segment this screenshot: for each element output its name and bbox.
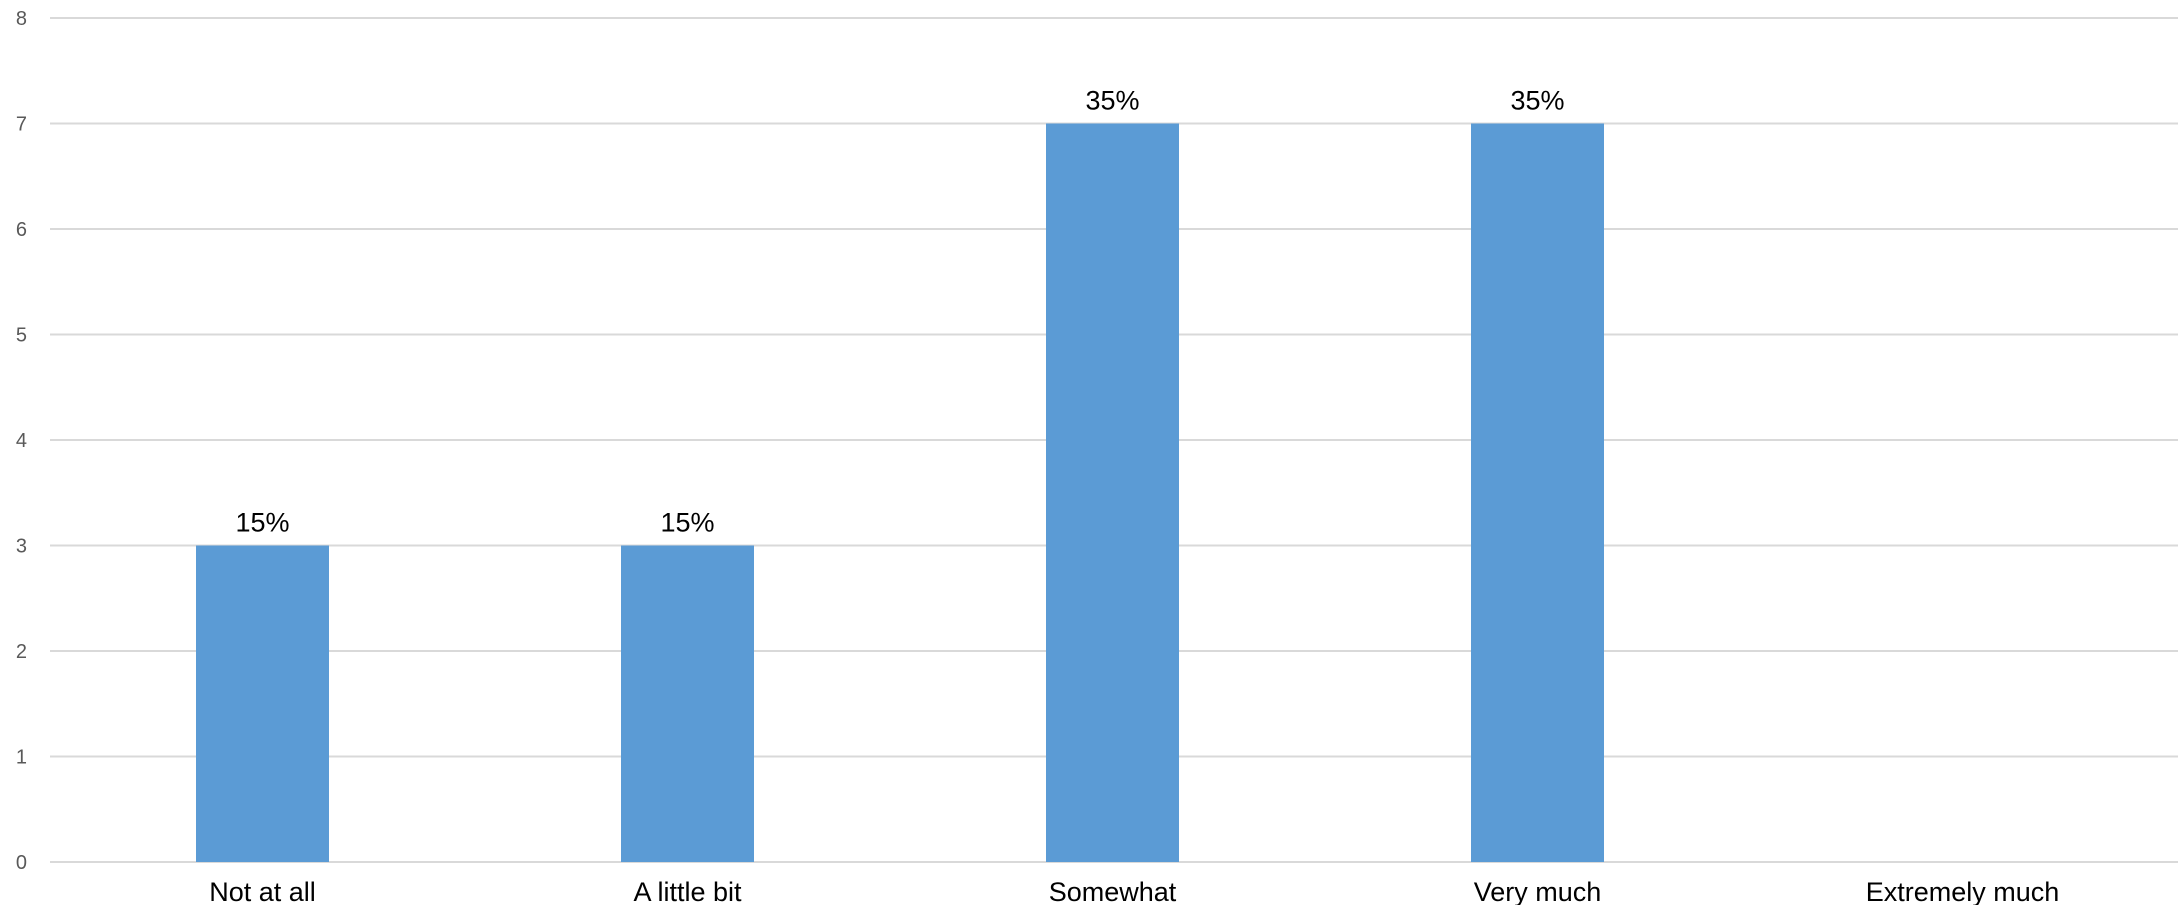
y-tick-label-0: 0 [16, 852, 27, 874]
x-axis-ticks: Not at all A little bit Somewhat Very much E… [209, 877, 2060, 907]
data-label-1: 15% [660, 508, 714, 538]
y-tick-label-8: 8 [16, 8, 27, 30]
y-tick-label-4: 4 [16, 430, 27, 452]
data-label-3: 35% [1510, 86, 1564, 116]
x-tick-label-4: Extremely much [1866, 877, 2060, 905]
y-tick-label-5: 5 [16, 325, 27, 347]
x-tick-label-1: A little bit [633, 877, 742, 905]
y-tick-label-1: 1 [16, 747, 27, 769]
bar-0 [196, 545, 329, 862]
x-tick-label-0: Not at all [209, 877, 316, 905]
data-label-0: 15% [235, 508, 289, 538]
x-tick-label-3: Very much [1474, 877, 1602, 905]
y-tick-label-3: 3 [16, 536, 27, 558]
bar-3 [1471, 123, 1604, 862]
bar-1 [621, 545, 754, 862]
y-axis-ticks: 0 1 2 3 4 5 6 7 8 [16, 8, 27, 874]
x-tick-label-2: Somewhat [1049, 877, 1177, 905]
y-tick-label-6: 6 [16, 219, 27, 241]
y-tick-label-7: 7 [16, 114, 27, 136]
data-labels: 15% 15% 35% 35% [235, 86, 1564, 538]
y-tick-label-2: 2 [16, 641, 27, 663]
data-label-2: 35% [1085, 86, 1139, 116]
bar-2 [1046, 123, 1179, 862]
bars [196, 123, 1604, 862]
